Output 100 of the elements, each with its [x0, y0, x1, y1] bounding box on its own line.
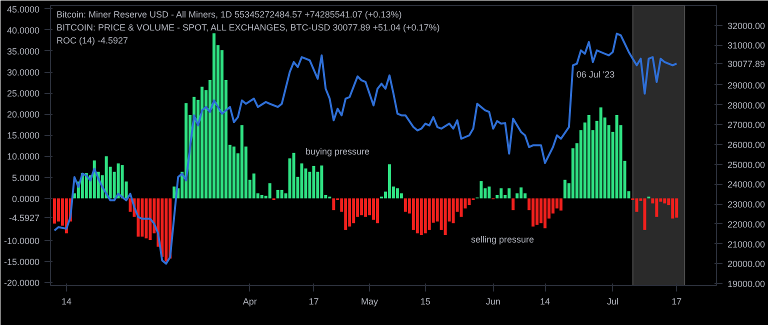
y-tick-label: -15.0000	[4, 257, 40, 267]
y2-tick-label: 23000.00	[728, 200, 766, 210]
bar	[184, 103, 188, 198]
bar	[172, 186, 176, 198]
bar	[200, 86, 204, 198]
y-tick-label: 15.0000	[6, 130, 40, 141]
bar	[424, 198, 427, 234]
x-tick-label: 17	[308, 296, 319, 306]
bar	[268, 183, 272, 198]
bar	[420, 198, 423, 235]
y2-tick-label: 22000.00	[728, 219, 766, 230]
bar	[360, 198, 364, 216]
y2-tick-label: 21000.00	[728, 239, 766, 250]
bar	[388, 164, 391, 198]
bar	[655, 198, 658, 217]
bar	[148, 198, 152, 240]
bar	[320, 166, 324, 198]
y2-tick-label: 30077.89	[728, 59, 766, 70]
y-tick-label: -4.5927	[8, 213, 40, 224]
y-tick-label: -10.0000	[4, 236, 40, 246]
bar	[587, 114, 590, 198]
bar	[116, 163, 120, 198]
x-tick-label: 14	[61, 296, 72, 306]
annotation: BITCOIN: PRICE & VOLUME - SPOT, ALL EXCHANGES, BTC-USD 30077.89 +51.04 (+0.17%)	[56, 22, 440, 32]
y-tick-label: 45.0000	[6, 4, 40, 14]
y-tick-label: 10.0000	[6, 152, 40, 162]
x-tick-label: 14	[540, 296, 550, 306]
bar	[480, 181, 483, 198]
bar	[140, 198, 144, 237]
bar	[643, 198, 646, 230]
y-tick-label: -20.0000	[4, 278, 40, 288]
bar	[663, 198, 666, 204]
x-tick-label: 15	[420, 296, 430, 306]
y-tick-label: 20.0000	[6, 110, 40, 120]
x-tick-label: Jun	[486, 296, 500, 306]
bar	[276, 190, 280, 198]
bar	[404, 198, 407, 212]
bar	[635, 198, 638, 212]
bar	[500, 188, 503, 198]
y2-tick-label: 19000.00	[728, 279, 766, 290]
y-tick-label: 40.0000	[6, 25, 40, 36]
bar	[104, 156, 108, 198]
bar	[280, 190, 284, 198]
bar	[532, 198, 535, 227]
x-tick-label: 17	[672, 296, 682, 306]
y2-tick-label: 25000.00	[728, 160, 766, 170]
bar	[292, 152, 296, 198]
bar	[364, 198, 368, 217]
bar	[452, 198, 455, 224]
bar	[240, 125, 244, 198]
bar	[428, 198, 431, 230]
bar	[671, 198, 674, 219]
bar	[56, 198, 60, 222]
bar	[348, 198, 352, 227]
x-tick-label: May	[361, 296, 379, 306]
y-tick-label: 25.0000	[6, 88, 40, 99]
y2-tick-label: 32000.00	[728, 20, 766, 31]
bar	[52, 198, 56, 224]
bar	[488, 186, 491, 198]
bar	[512, 198, 515, 210]
line-series	[53, 32, 678, 265]
y2-tick-label: 31000.00	[728, 40, 766, 51]
annotation: selling pressure	[470, 234, 534, 244]
bar	[344, 198, 348, 230]
bar	[352, 198, 356, 224]
annotation: 06 Jul '23	[576, 70, 615, 80]
bar	[536, 198, 539, 225]
bar	[563, 180, 566, 198]
y-tick-label: 35.0000	[6, 46, 40, 56]
y2-tick-label: 27000.00	[728, 120, 766, 130]
bar	[332, 198, 336, 210]
bar	[544, 198, 547, 228]
bar	[460, 198, 463, 217]
bar	[468, 198, 471, 206]
annotation: Bitcoin: Miner Reserve USD - All Miners, 1D 55345272484.57 +74285541.07 (+0.13%)	[56, 10, 402, 20]
bar	[252, 174, 256, 198]
x-tick-label: Jul	[607, 296, 619, 306]
y2-tick-label: 24000.00	[728, 180, 766, 190]
bar	[164, 198, 168, 262]
bar	[444, 198, 447, 235]
bar	[396, 188, 399, 198]
bar	[372, 198, 376, 220]
annotation: ROC (14) -4.5927	[56, 36, 128, 46]
bar	[232, 146, 236, 198]
y-tick-label: 0.0000	[12, 194, 40, 204]
bar	[212, 33, 216, 198]
y2-tick-label: 28000.00	[728, 100, 766, 110]
y-tick-label: 5.0000	[12, 172, 40, 183]
bar	[312, 166, 316, 198]
annotation: buying pressure	[305, 146, 370, 156]
bar	[144, 198, 148, 238]
y-tick-label: 30.0000	[6, 68, 40, 78]
y2-tick-label: 29000.00	[728, 80, 766, 90]
bar	[376, 198, 380, 224]
bar	[508, 188, 511, 198]
bar	[260, 194, 264, 198]
bar	[599, 107, 602, 198]
bar	[559, 198, 562, 211]
bar	[675, 198, 678, 218]
x-tick-label: Apr	[242, 296, 257, 306]
